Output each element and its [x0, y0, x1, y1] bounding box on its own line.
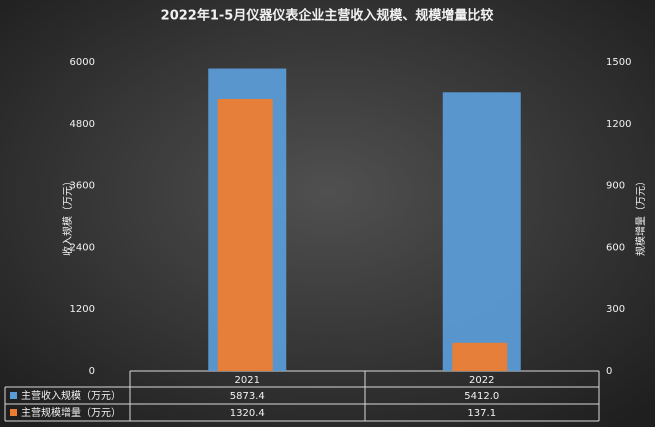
y2-tick-label: 0 — [606, 366, 612, 377]
legend-label: 主营规模增量（万元） — [21, 406, 121, 419]
data-table — [4, 370, 600, 422]
table-value: 5873.4 — [230, 391, 265, 402]
y-tick-label: 3600 — [70, 181, 95, 192]
y2-axis-title: 规模增量（万元） — [634, 176, 647, 256]
x-tick-label: 2021 — [235, 375, 260, 386]
table-value: 1320.4 — [230, 408, 265, 419]
y2-tick-label: 1200 — [606, 119, 631, 130]
y-tick-label: 4800 — [70, 119, 95, 130]
y-tick-label: 1200 — [70, 304, 95, 315]
chart-title: 2022年1-5月仪器仪表企业主营收入规模、规模增量比较 — [161, 8, 494, 24]
x-tick-label: 2022 — [469, 375, 494, 386]
legend-label: 主营收入规模（万元） — [21, 389, 121, 402]
y-tick-label: 0 — [89, 366, 95, 377]
bar — [442, 92, 521, 372]
y2-tick-label: 300 — [606, 304, 625, 315]
y-tick-label: 6000 — [70, 57, 95, 68]
y2-tick-label: 600 — [606, 242, 625, 253]
y2-tick-label: 900 — [606, 181, 625, 192]
legend-swatch — [10, 392, 17, 399]
legend-swatch — [10, 409, 17, 416]
bar — [452, 342, 508, 371]
y-axis-title: 收入规模（万元） — [61, 176, 74, 256]
y2-tick-label: 1500 — [606, 57, 631, 68]
table-value: 137.1 — [467, 408, 496, 419]
y-tick-label: 2400 — [70, 242, 95, 253]
bar — [217, 98, 273, 372]
table-value: 5412.0 — [464, 391, 499, 402]
